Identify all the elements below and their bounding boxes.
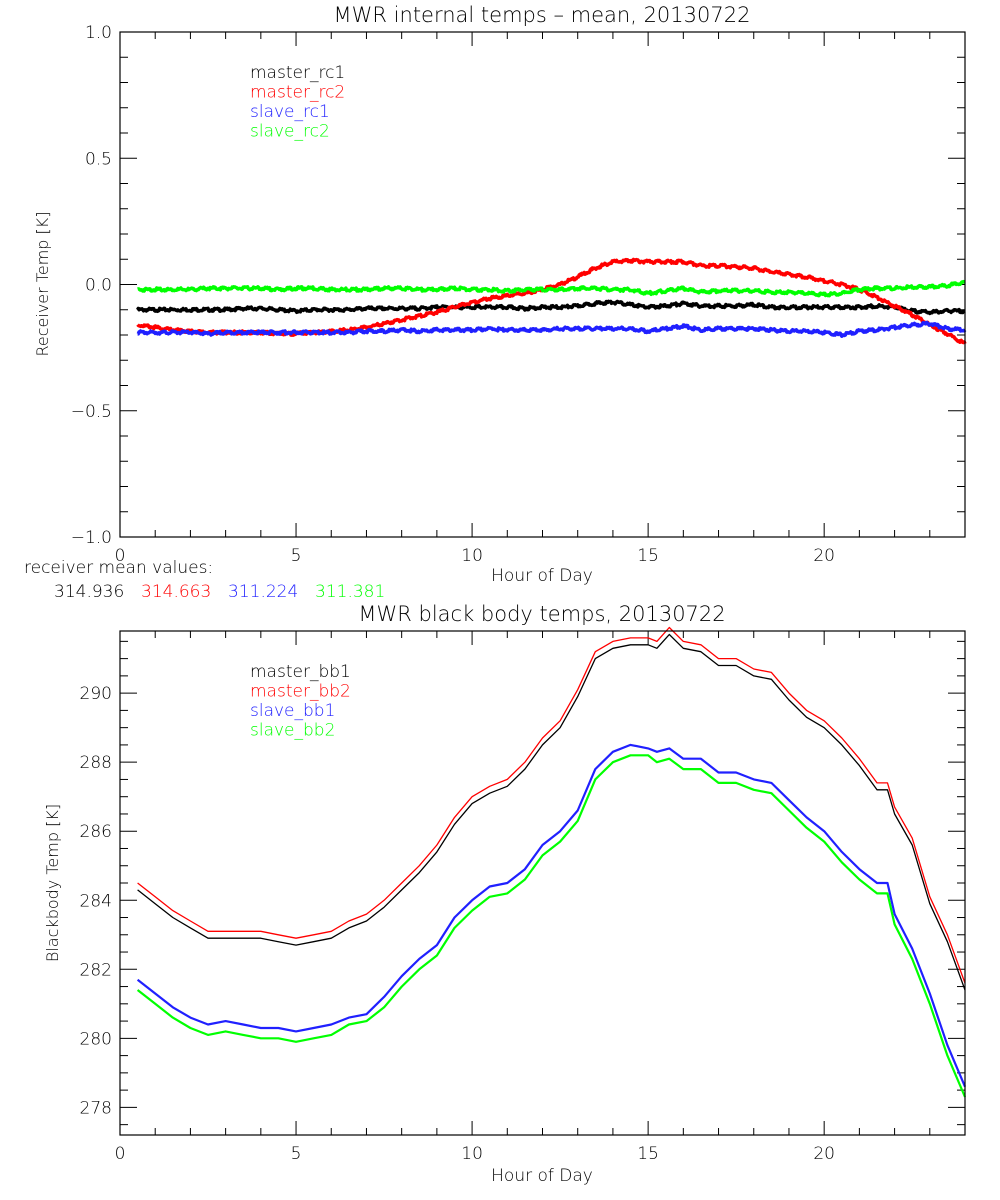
receiver-mean-value: 314.936 xyxy=(54,582,124,602)
y-tick-label: 288 xyxy=(80,753,112,773)
x-tick-label: 15 xyxy=(637,1144,659,1164)
blackbody-temp-chart: MWR black body temps, 20130722 Blackbody… xyxy=(43,602,967,1186)
x-tick-label: 0 xyxy=(115,1144,126,1164)
receiver-mean-annotation: receiver mean values: 314.936 314.663 31… xyxy=(24,558,385,602)
x-tick-label: 10 xyxy=(461,546,483,566)
y-tick-label: 284 xyxy=(80,891,112,911)
y-tick-label: 290 xyxy=(80,684,112,704)
series-line-slave-rc2 xyxy=(136,279,967,298)
x-tick-label: 10 xyxy=(461,1144,483,1164)
legend-entry: slave_bb2 xyxy=(250,721,335,741)
y-axis-label: Receiver Temp [K] xyxy=(33,211,52,356)
series-line-slave-bb1 xyxy=(136,743,967,1088)
x-axis-label: Hour of Day xyxy=(491,566,593,586)
plot-frame xyxy=(119,31,966,538)
x-axis-label: Hour of Day xyxy=(491,1166,593,1186)
receiver-mean-value: 311.224 xyxy=(228,582,298,602)
legend-entry: master_rc2 xyxy=(250,83,345,103)
x-tick-label: 5 xyxy=(291,546,302,566)
y-tick-label: 286 xyxy=(80,822,112,842)
series-line-master-bb2 xyxy=(137,626,966,984)
y-tick-label: 0.5 xyxy=(85,149,112,169)
y-tick-label: 278 xyxy=(80,1098,112,1118)
axis-ticks: 0 5 10 15 20 290 288 286 284 282 280 278 xyxy=(80,631,966,1164)
series-group xyxy=(136,626,967,1098)
legend-entry: master_bb2 xyxy=(250,682,351,702)
x-tick-label: 0 xyxy=(115,546,126,566)
axis-ticks: 0 5 10 15 20 1.0 0.5 0.0 −0.5 −1.0 xyxy=(71,23,966,566)
chart-title: MWR black body temps, 20130722 xyxy=(358,602,725,626)
legend-entry: master_bb1 xyxy=(250,662,351,682)
y-tick-label: 1.0 xyxy=(85,23,112,43)
legend-entry: slave_rc2 xyxy=(250,122,330,142)
y-tick-label: 0.0 xyxy=(85,276,112,296)
y-tick-label: −0.5 xyxy=(71,402,112,422)
series-line-master-rc1 xyxy=(136,299,967,316)
x-tick-label: 15 xyxy=(637,546,659,566)
legend-entry: master_rc1 xyxy=(250,63,345,83)
series-group xyxy=(136,257,967,345)
chart-title: MWR internal temps – mean, 20130722 xyxy=(334,3,751,27)
x-tick-label: 20 xyxy=(813,1144,835,1164)
receiver-mean-label: receiver mean values: xyxy=(24,558,213,578)
receiver-temp-chart: MWR internal temps – mean, 20130722 Rece… xyxy=(33,3,967,586)
series-line-slave-bb2 xyxy=(136,754,967,1098)
y-tick-label: 282 xyxy=(80,960,112,980)
y-tick-label: −1.0 xyxy=(71,528,112,548)
y-axis-label: Blackbody Temp [K] xyxy=(43,804,62,962)
receiver-mean-value: 314.663 xyxy=(141,582,211,602)
y-tick-label: 280 xyxy=(80,1029,112,1049)
legend-entry: slave_rc1 xyxy=(250,102,330,122)
plot-frame xyxy=(119,630,966,1136)
series-line-master-bb1 xyxy=(137,633,966,991)
x-tick-label: 5 xyxy=(291,1144,302,1164)
series-line-slave-rc1 xyxy=(136,320,967,338)
receiver-mean-value: 311.381 xyxy=(315,582,385,602)
x-tick-label: 20 xyxy=(813,546,835,566)
legend-entry: slave_bb1 xyxy=(250,701,335,721)
